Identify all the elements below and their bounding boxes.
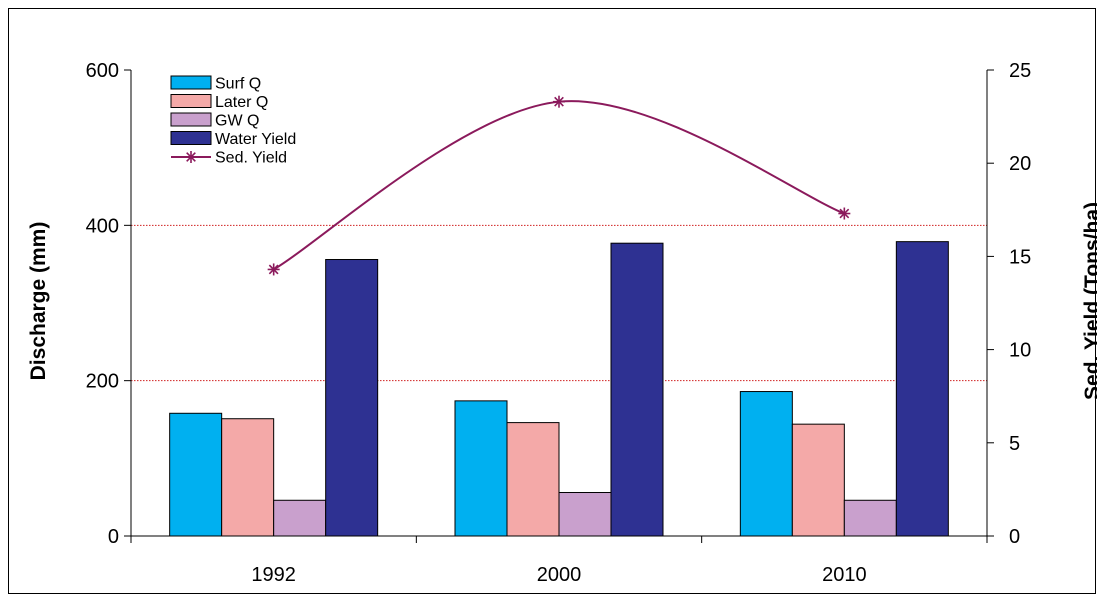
- y2-tick-label: 0: [1009, 526, 1020, 548]
- bar-later-q-2010: [791, 423, 845, 537]
- bar-gw-q-2000: [558, 492, 612, 537]
- y-tick-label: 200: [86, 371, 119, 393]
- sed-yield-point-1992: [267, 263, 280, 276]
- sed-yield-curve: [273, 100, 845, 271]
- legend-label-water-yield: Water Yield: [215, 131, 296, 148]
- legend-swatch-surf-q: [170, 75, 212, 90]
- bar-later-q-2000: [506, 422, 560, 537]
- y-tick-label: 0: [108, 526, 119, 548]
- legend-label-surf-q: Surf Q: [215, 76, 261, 93]
- bar-water-yield-2010: [895, 241, 949, 537]
- y2-axis-title: Sed. Yield (Tons/ha): [1081, 202, 1097, 400]
- y2-tick-label: 20: [1009, 153, 1031, 175]
- legend-swatch-water-yield: [170, 131, 212, 145]
- bar-gw-q-2010: [843, 499, 897, 537]
- bars: [169, 241, 949, 537]
- axes: 0 200 400 600 0 5 10 15 20 25 1992 2000 2010: [86, 60, 1032, 586]
- sed-yield-point-2000: [553, 95, 565, 108]
- bar-surf-q-2000: [454, 400, 508, 537]
- sed-yield-point-2010: [838, 207, 851, 220]
- legend-marker-sed-yield: [185, 151, 197, 163]
- sed-yield-line: [267, 95, 851, 276]
- bar-water-yield-1992: [325, 259, 379, 537]
- y2-tick-label: 10: [1009, 340, 1031, 362]
- gridlines: [131, 224, 987, 382]
- x-tick-label: 2010: [822, 564, 867, 586]
- legend-label-gw-q: GW Q: [215, 113, 259, 130]
- legend-swatch-later-q: [170, 94, 212, 108]
- y-tick-label: 400: [86, 215, 119, 237]
- chart-svg: 0 200 400 600 0 5 10 15 20 25 1992 2000 2010 Surf QL…: [27, 60, 1097, 586]
- y2-tick-label: 15: [1009, 246, 1031, 268]
- x-tick-label: 1992: [251, 564, 296, 586]
- legend-label-later-q: Later Q: [215, 94, 268, 111]
- y-axis-title: Discharge (mm): [27, 222, 50, 381]
- legend-label-sed-yield: Sed. Yield: [215, 150, 287, 167]
- y-tick-label: 600: [86, 60, 119, 82]
- y2-tick-label: 5: [1009, 433, 1020, 455]
- bar-gw-q-1992: [273, 499, 327, 537]
- bar-surf-q-1992: [169, 412, 223, 537]
- bar-water-yield-2000: [610, 242, 664, 537]
- bar-surf-q-2010: [739, 391, 793, 537]
- legend-swatch-gw-q: [170, 112, 212, 127]
- x-tick-label: 2000: [537, 564, 582, 586]
- y2-tick-label: 25: [1009, 60, 1031, 82]
- bar-later-q-1992: [221, 418, 275, 537]
